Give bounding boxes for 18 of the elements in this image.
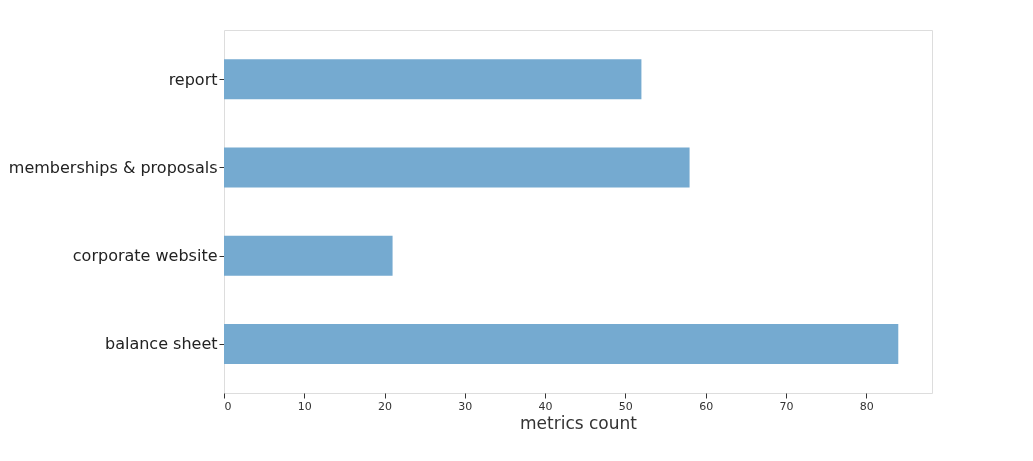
y-tick-label: corporate website (72, 246, 218, 266)
x-tick-label: 80 (859, 399, 874, 413)
x-tick-label: 60 (699, 399, 714, 413)
x-tick-label: 30 (458, 399, 473, 413)
bar (224, 323, 899, 364)
y-tick-label: report (168, 69, 218, 89)
y-tick-label: balance sheet (104, 334, 218, 354)
x-tick-label: 0 (224, 399, 232, 413)
x-axis-title: metrics count (520, 412, 638, 433)
bar (224, 235, 393, 276)
x-tick-label: 20 (378, 399, 393, 413)
bar (224, 147, 690, 188)
x-tick-label: 10 (297, 399, 312, 413)
x-tick-label: 70 (779, 399, 794, 413)
y-tick-label: memberships & proposals (8, 157, 218, 177)
x-tick-label: 40 (538, 399, 553, 413)
x-tick-label: 50 (618, 399, 633, 413)
bar (224, 59, 642, 100)
